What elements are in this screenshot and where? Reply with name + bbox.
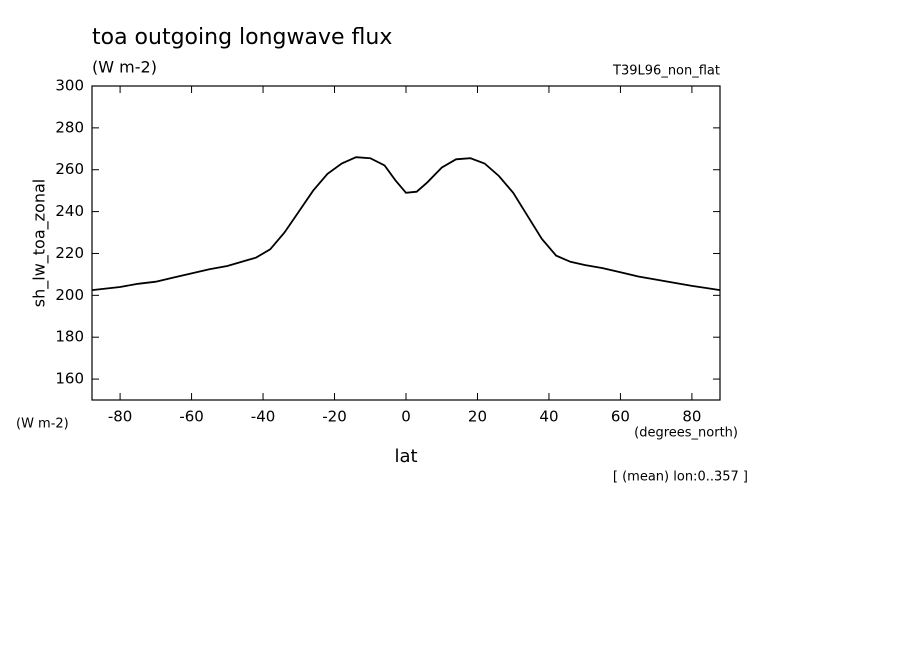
y-tick-label: 260 xyxy=(55,160,84,178)
dataset-label: T39L96_non_flat xyxy=(612,64,720,79)
y-tick-label: 160 xyxy=(55,370,84,388)
x-tick-label: -60 xyxy=(179,408,204,426)
x-tick-label: -80 xyxy=(108,408,133,426)
x-tick-label: 20 xyxy=(468,408,487,426)
annotation: [ (mean) lon:0..357 ] xyxy=(613,470,748,485)
y-tick-label: 180 xyxy=(55,328,84,346)
x-units: (degrees_north) xyxy=(634,426,738,441)
y-tick-label: 220 xyxy=(55,244,84,262)
y-tick-label: 280 xyxy=(55,118,84,136)
y-axis-label: sh_lw_toa_zonal xyxy=(30,179,50,307)
y-tick-label: 200 xyxy=(55,286,84,304)
x-axis-label: lat xyxy=(394,446,417,467)
x-tick-label: -40 xyxy=(251,408,276,426)
y-tick-label: 240 xyxy=(55,202,84,220)
x-tick-label: 60 xyxy=(611,408,630,426)
plot-frame xyxy=(91,85,721,401)
data-line xyxy=(91,156,721,291)
x-tick-label: -20 xyxy=(322,408,347,426)
y-units: (W m-2) xyxy=(16,417,69,432)
chart-subtitle: (W m-2) xyxy=(92,58,157,77)
x-tick-label: 40 xyxy=(539,408,558,426)
chart-title: toa outgoing longwave flux xyxy=(92,25,392,50)
x-tick-label: 80 xyxy=(682,408,701,426)
y-tick-label: 300 xyxy=(55,77,84,95)
x-tick-label: 0 xyxy=(401,408,411,426)
